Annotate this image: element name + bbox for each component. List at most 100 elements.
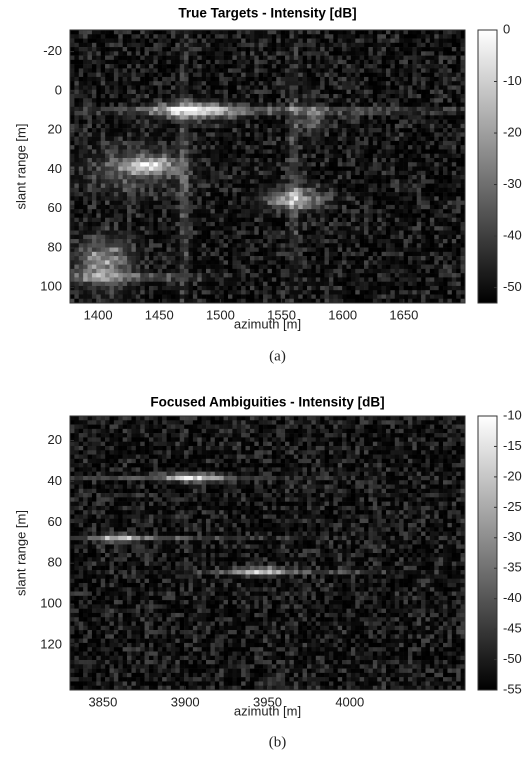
image-pixel bbox=[285, 120, 290, 125]
image-pixel bbox=[351, 128, 356, 133]
image-pixel bbox=[364, 120, 369, 125]
image-pixel bbox=[342, 145, 347, 150]
image-pixel bbox=[184, 124, 189, 129]
image-pixel bbox=[408, 230, 413, 235]
image-pixel bbox=[180, 239, 185, 244]
image-pixel bbox=[439, 43, 444, 48]
image-pixel bbox=[281, 68, 286, 73]
image-pixel bbox=[158, 248, 163, 253]
image-pixel bbox=[136, 43, 141, 48]
image-pixel bbox=[105, 145, 110, 150]
image-pixel bbox=[88, 73, 93, 78]
image-pixel bbox=[333, 209, 338, 214]
image-pixel bbox=[281, 179, 286, 184]
image-pixel bbox=[351, 56, 356, 61]
image-pixel bbox=[368, 132, 373, 137]
image-pixel bbox=[329, 230, 334, 235]
image-pixel bbox=[70, 64, 75, 69]
image-pixel bbox=[373, 94, 378, 99]
image-pixel bbox=[114, 103, 119, 108]
image-pixel bbox=[439, 179, 444, 184]
image-pixel bbox=[118, 149, 123, 154]
image-pixel bbox=[127, 239, 132, 244]
image-pixel bbox=[118, 154, 123, 159]
image-pixel bbox=[83, 90, 88, 95]
image-pixel bbox=[320, 98, 325, 103]
image-pixel bbox=[399, 184, 404, 189]
image-pixel bbox=[162, 120, 167, 125]
image-pixel bbox=[373, 137, 378, 142]
image-pixel bbox=[382, 132, 387, 137]
image-pixel bbox=[452, 64, 457, 69]
image-pixel bbox=[333, 243, 338, 248]
image-pixel bbox=[184, 222, 189, 227]
image-pixel bbox=[118, 145, 123, 150]
image-pixel bbox=[149, 209, 154, 214]
image-pixel bbox=[377, 64, 382, 69]
image-pixel bbox=[206, 188, 211, 193]
image-pixel bbox=[439, 209, 444, 214]
image-pixel bbox=[408, 132, 413, 137]
image-pixel bbox=[232, 222, 237, 227]
image-pixel bbox=[303, 184, 308, 189]
image-pixel bbox=[373, 128, 378, 133]
image-pixel bbox=[79, 252, 84, 257]
image-pixel bbox=[377, 256, 382, 261]
image-pixel bbox=[219, 209, 224, 214]
image-pixel bbox=[153, 188, 158, 193]
image-pixel bbox=[246, 98, 251, 103]
image-pixel bbox=[92, 56, 97, 61]
image-pixel bbox=[390, 111, 395, 116]
image-pixel bbox=[303, 107, 308, 112]
image-pixel bbox=[110, 39, 115, 44]
image-pixel bbox=[110, 209, 115, 214]
image-pixel bbox=[307, 260, 312, 265]
image-pixel bbox=[167, 265, 172, 270]
image-pixel bbox=[70, 68, 75, 73]
image-pixel bbox=[92, 60, 97, 65]
image-pixel bbox=[250, 120, 255, 125]
image-pixel bbox=[307, 196, 312, 201]
image-pixel bbox=[74, 188, 79, 193]
image-pixel bbox=[237, 265, 242, 270]
image-pixel bbox=[175, 230, 180, 235]
image-pixel bbox=[447, 226, 452, 231]
image-pixel bbox=[360, 68, 365, 73]
image-pixel bbox=[123, 149, 128, 154]
image-pixel bbox=[364, 141, 369, 146]
image-pixel bbox=[447, 120, 452, 125]
image-pixel bbox=[443, 90, 448, 95]
image-pixel bbox=[430, 192, 435, 197]
image-pixel bbox=[298, 158, 303, 163]
image-pixel bbox=[228, 256, 233, 261]
image-pixel bbox=[368, 213, 373, 218]
image-pixel bbox=[307, 209, 312, 214]
image-pixel bbox=[408, 184, 413, 189]
image-pixel bbox=[158, 179, 163, 184]
image-pixel bbox=[316, 98, 321, 103]
image-pixel bbox=[430, 230, 435, 235]
image-pixel bbox=[193, 77, 198, 82]
image-pixel bbox=[307, 111, 312, 116]
image-pixel bbox=[320, 132, 325, 137]
image-pixel bbox=[202, 81, 207, 86]
image-pixel bbox=[412, 205, 417, 210]
image-pixel bbox=[158, 47, 163, 52]
image-pixel bbox=[127, 205, 132, 210]
image-pixel bbox=[390, 188, 395, 193]
image-pixel bbox=[224, 226, 229, 231]
image-pixel bbox=[408, 188, 413, 193]
image-pixel bbox=[347, 230, 352, 235]
image-pixel bbox=[298, 162, 303, 167]
image-pixel bbox=[228, 43, 233, 48]
image-pixel bbox=[390, 252, 395, 257]
image-pixel bbox=[171, 167, 176, 172]
image-pixel bbox=[79, 256, 84, 261]
image-pixel bbox=[206, 128, 211, 133]
image-pixel bbox=[426, 226, 431, 231]
image-pixel bbox=[434, 107, 439, 112]
image-pixel bbox=[149, 184, 154, 189]
image-pixel bbox=[272, 218, 277, 223]
image-pixel bbox=[83, 192, 88, 197]
image-pixel bbox=[276, 205, 281, 210]
